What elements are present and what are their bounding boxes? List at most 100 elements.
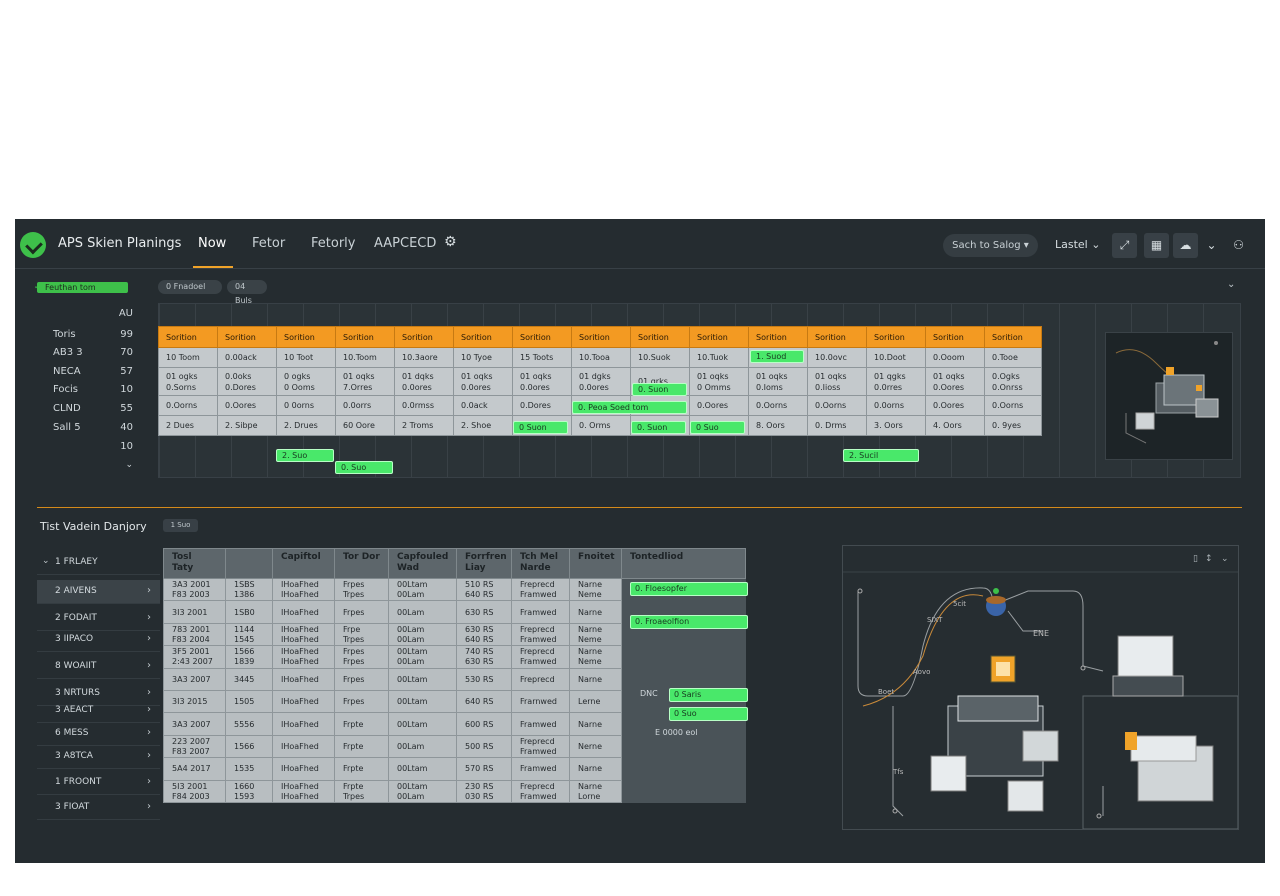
schedule-column-header[interactable]: Sorition: [748, 326, 808, 348]
schedule-cell[interactable]: 3. Oors: [866, 415, 926, 436]
sidebar-item[interactable]: 2 FODAIT ›: [37, 607, 160, 631]
schedule-cell[interactable]: 0. 9yes: [984, 415, 1042, 436]
data-column-header[interactable]: Tch Mel Narde: [511, 548, 570, 579]
user-icon[interactable]: ⚇: [1233, 238, 1244, 252]
schedule-column-header[interactable]: Sorition: [984, 326, 1042, 348]
section-chip[interactable]: 1 Suo: [163, 519, 198, 532]
schedule-cell[interactable]: 01 oqks 0 Omms: [689, 367, 749, 396]
schedule-cell[interactable]: 0.Oores: [689, 395, 749, 416]
schedule-cell[interactable]: 10.3aore: [394, 347, 454, 368]
schedule-cell[interactable]: 0.Oorns: [984, 395, 1042, 416]
table-row[interactable]: 3I3 2015 1505 IHoaFhed Frpes 00Ltam 640 RS Fra…: [163, 689, 746, 714]
schedule-cell[interactable]: 01 oqks 7.Orres: [335, 367, 395, 396]
data-column-header[interactable]: Capfouled Wad: [388, 548, 457, 579]
schedule-column-header[interactable]: Sorition: [925, 326, 985, 348]
rows-expand-chevron-icon[interactable]: ⌄: [125, 460, 133, 470]
data-column-header[interactable]: Tontedliod: [621, 548, 746, 579]
schedule-cell[interactable]: 10 Toom: [158, 347, 218, 368]
schedule-cell[interactable]: 01 dqks 0.0ores: [394, 367, 454, 396]
task-bar[interactable]: 0 Suo: [690, 421, 745, 434]
schedule-cell[interactable]: 15 Toots: [512, 347, 572, 368]
schedule-cell[interactable]: 10.Toom: [335, 347, 395, 368]
schedule-cell[interactable]: 0.Oorns: [807, 395, 867, 416]
schedule-cell[interactable]: 01 qgks 0.0rres: [866, 367, 926, 396]
task-bar[interactable]: 0. Peoa Soed tom: [572, 401, 687, 414]
schedule-cell[interactable]: 0.Tooe: [984, 347, 1042, 368]
sidebar-item[interactable]: 3 IIPACO ›: [37, 628, 160, 652]
filter-chip-1[interactable]: 0 Fnadoel: [158, 280, 222, 294]
schedule-column-header[interactable]: Sorition: [807, 326, 867, 348]
schedule-cell[interactable]: 8. Oors: [748, 415, 808, 436]
task-bar[interactable]: 0. Suon: [631, 421, 686, 434]
schedule-cell[interactable]: 01 oqks 0.Ioms: [748, 367, 808, 396]
schedule-cell[interactable]: 0.0orns: [866, 395, 926, 416]
chevron-down-icon[interactable]: ⌄: [1206, 238, 1217, 252]
sidebar-item[interactable]: 6 MESS ›: [37, 722, 160, 746]
task-bar[interactable]: 1. Suod: [750, 350, 804, 363]
data-column-header[interactable]: Fnoitet: [569, 548, 622, 579]
data-column-header[interactable]: Forrfren Liay: [456, 548, 512, 579]
sidebar-item[interactable]: 3 NRTURS ›: [37, 682, 160, 706]
logo-icon[interactable]: [20, 232, 46, 258]
nav-tab-aapcecd[interactable]: AAPCECD: [374, 236, 437, 251]
sidebar-item[interactable]: 3 FIOAT ›: [37, 796, 160, 820]
schedule-cell[interactable]: 01 oqks 0.0ores: [512, 367, 572, 396]
schedule-cell[interactable]: 01 oqks 0.0ores: [453, 367, 513, 396]
schedule-cell[interactable]: 10.Doot: [866, 347, 926, 368]
schedule-cell[interactable]: 2 Troms: [394, 415, 454, 436]
diagram-chevron-icon[interactable]: ⌄: [1221, 554, 1229, 564]
schedule-cell[interactable]: 0.0oks 0.Dores: [217, 367, 277, 396]
schedule-cell[interactable]: 10 Toot: [276, 347, 336, 368]
schedule-cell[interactable]: 0.0ack: [453, 395, 513, 416]
schedule-cell[interactable]: 01 ogks 0.Sorns: [158, 367, 218, 396]
cloud-icon[interactable]: ☁: [1173, 233, 1198, 258]
data-column-header[interactable]: [225, 548, 273, 579]
schedule-column-header[interactable]: Sorition: [394, 326, 454, 348]
status-bar[interactable]: 0 Suo: [669, 707, 748, 721]
grid-icon[interactable]: ▦: [1144, 233, 1169, 258]
schedule-column-header[interactable]: Sorition: [630, 326, 690, 348]
table-row[interactable]: 3F5 2001 2:43 2007 1566 1839 IHoaFhed IHoa…: [163, 645, 746, 669]
data-column-header[interactable]: Tor Dor: [334, 548, 389, 579]
share-icon[interactable]: ⤢: [1112, 233, 1137, 258]
settings-gear-icon[interactable]: ⚙: [444, 234, 457, 250]
sidebar-item[interactable]: 8 WOAIIT ›: [37, 655, 160, 679]
schedule-cell[interactable]: 10.Tuok: [689, 347, 749, 368]
schedule-column-header[interactable]: Sorition: [335, 326, 395, 348]
sidebar-item[interactable]: 1 FROONT ›: [37, 771, 160, 795]
schedule-cell[interactable]: 0.0orrs: [335, 395, 395, 416]
schedule-cell[interactable]: 0.0rmss: [394, 395, 454, 416]
schedule-column-header[interactable]: Sorition: [512, 326, 572, 348]
schedule-cell[interactable]: 0.Oorns: [158, 395, 218, 416]
schedule-cell[interactable]: 0 0orns: [276, 395, 336, 416]
schedule-cell[interactable]: 0.00ack: [217, 347, 277, 368]
schedule-column-header[interactable]: Sorition: [689, 326, 749, 348]
status-bar[interactable]: 0 Saris: [669, 688, 748, 702]
schedule-column-header[interactable]: Sorition: [453, 326, 513, 348]
filter-chip-2[interactable]: 04 Buls: [227, 280, 267, 305]
collapse-chevron-icon[interactable]: ⌄: [1227, 279, 1236, 290]
schedule-cell[interactable]: 0.Oores: [925, 395, 985, 416]
task-bar[interactable]: 0 Suon: [513, 421, 568, 434]
sidebar-item[interactable]: ⌄ 1 FRLAEY: [37, 551, 160, 575]
search-button[interactable]: Sach to Salog ▾: [943, 234, 1038, 257]
table-row[interactable]: 783 2001 F83 2004 1144 1545 IHoaFhed IHoaF…: [163, 622, 746, 647]
status-bar[interactable]: 0. Floesopfer: [630, 582, 748, 596]
schedule-cell[interactable]: 2. Shoe: [453, 415, 513, 436]
schedule-cell[interactable]: 01 oqks 0.Oores: [925, 367, 985, 396]
schedule-column-header[interactable]: Sorition: [158, 326, 218, 348]
schedule-cell[interactable]: 01 dgks 0.0ores: [571, 367, 631, 396]
schedule-cell[interactable]: 0.Dores: [512, 395, 572, 416]
schedule-cell[interactable]: 2. Drues: [276, 415, 336, 436]
schedule-cell[interactable]: 4. Oors: [925, 415, 985, 436]
schedule-cell[interactable]: 2 Dues: [158, 415, 218, 436]
schedule-cell[interactable]: 60 Oore: [335, 415, 395, 436]
schedule-cell[interactable]: 0.Ooom: [925, 347, 985, 368]
table-row[interactable]: 3A3 2007 5556 IHoaFhed Frpte 00Ltam 600 RS Fra…: [163, 712, 746, 736]
schedule-column-header[interactable]: Sorition: [276, 326, 336, 348]
data-column-header[interactable]: Capiftol: [272, 548, 335, 579]
sidebar-item[interactable]: 2 AIVENS ›: [37, 580, 160, 604]
status-bar[interactable]: 0. Froaeolfion: [630, 615, 748, 629]
schedule-cell[interactable]: 01 oqks 0.Iioss: [807, 367, 867, 396]
schedule-cell[interactable]: 2. Sibpe: [217, 415, 277, 436]
